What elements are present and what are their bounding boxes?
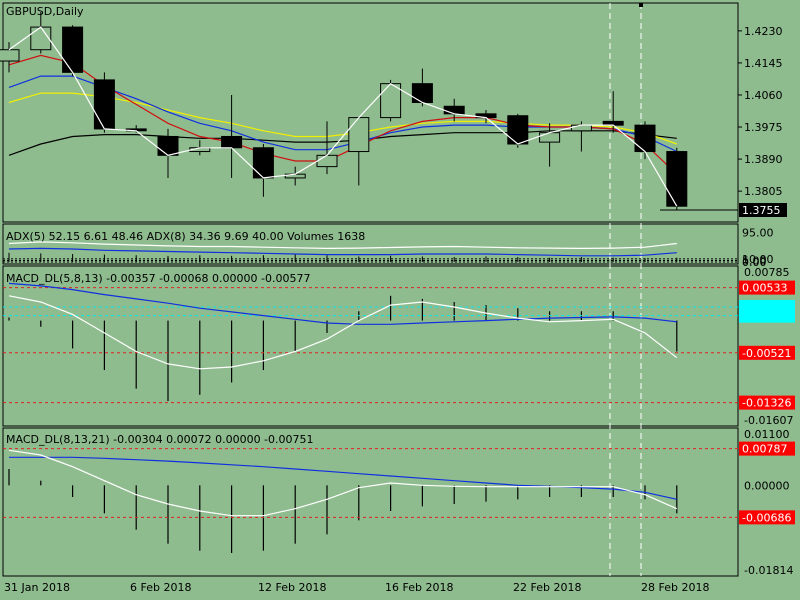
candle-body[interactable]	[666, 151, 688, 207]
x-tick-label: 16 Feb 2018	[385, 581, 453, 594]
macd-level-tag: 0.00787	[742, 443, 788, 456]
y-tick-label: 1.3890	[744, 153, 783, 166]
ma-yellow-line	[8, 92, 678, 145]
macd-level-tag: -0.00686	[742, 511, 791, 524]
candle-body[interactable]	[380, 83, 402, 119]
macd-level-tag: 0.00533	[742, 282, 788, 295]
macd-level-tag: -0.01326	[742, 397, 791, 410]
macd1-pane: 0.005330.002200.00080-0.00521-0.013260.0…	[3, 266, 795, 427]
y-tick-label: 1.4230	[744, 25, 783, 38]
price-pane: 1.4230 1.4145 1.4060 1.3975 1.3890 1.3805 1.37…	[0, 12, 787, 217]
current-price-tag: 1.3755	[742, 204, 781, 217]
ma-black-line	[8, 130, 677, 156]
x-axis: 31 Jan 2018 6 Feb 2018 12 Feb 2018 16 Fe…	[4, 581, 709, 594]
x-tick-label: 12 Feb 2018	[258, 581, 326, 594]
y-tick-label: 95.00	[742, 227, 774, 240]
candle-body[interactable]	[348, 117, 370, 153]
x-tick-label: 22 Feb 2018	[513, 581, 581, 594]
candle-body[interactable]	[316, 154, 338, 168]
macd1-pane-frame	[2, 265, 739, 427]
macd-level-tag-bg	[739, 308, 795, 323]
y-tick-label: 0.00	[742, 256, 767, 269]
candle-body[interactable]	[252, 147, 274, 179]
adx-pane-frame	[2, 223, 739, 265]
macd-level-tag-bg	[739, 441, 795, 456]
close-white-line	[8, 26, 678, 207]
candle-body[interactable]	[539, 132, 561, 143]
candle-body[interactable]	[0, 49, 20, 62]
y-tick-label: 0.00785	[744, 266, 790, 279]
adx-blue-line	[8, 247, 677, 257]
macd-level-tag: 0.00080	[742, 310, 788, 323]
marker-handle[interactable]	[639, 3, 643, 7]
candle-body[interactable]	[62, 26, 84, 73]
macd-level-tag-bg	[739, 395, 795, 410]
candle-body[interactable]	[443, 105, 465, 115]
candle-body[interactable]	[570, 124, 592, 132]
y-tick-label: 1.3805	[744, 185, 783, 198]
candle-body[interactable]	[507, 115, 529, 145]
adx-pane: 95.00 10.005.000.00	[3, 227, 774, 269]
macd-level-tag-bg	[739, 345, 795, 360]
candle-body[interactable]	[411, 83, 433, 104]
macd-main-line	[8, 295, 678, 370]
y-tick-label: 1.4060	[744, 89, 783, 102]
macd2-pane-frame	[2, 427, 739, 577]
current-price-tag-bg	[739, 203, 787, 217]
macd-signal-line	[8, 282, 677, 325]
adx-white-line	[8, 241, 677, 250]
x-tick-label: 6 Feb 2018	[130, 581, 191, 594]
candle-body[interactable]	[30, 26, 52, 51]
y-tick-label: 1.4145	[744, 57, 783, 70]
ma-red-line	[8, 54, 678, 175]
y-tick-label: -0.01814	[744, 564, 793, 577]
x-tick-label: 28 Feb 2018	[641, 581, 709, 594]
y-tick-label: 1.3975	[744, 121, 783, 134]
price-pane-title: GBPUSD,Daily	[6, 5, 84, 18]
candle-body[interactable]	[634, 124, 656, 153]
candle-body[interactable]	[221, 135, 243, 149]
macd-level-tag-bg	[739, 510, 795, 525]
adx-pane-title: ADX(5) 52.15 6.61 48.46 ADX(8) 34.36 9.6…	[6, 230, 365, 243]
price-pane-frame	[2, 2, 739, 223]
macd-main-line	[8, 449, 678, 517]
macd-level-tag: -0.00521	[742, 347, 791, 360]
y-tick-label: 0.01100	[744, 428, 790, 441]
macd1-pane-title: MACD_DL(5,8,13) -0.00357 -0.00068 0.0000…	[6, 272, 311, 285]
macd-level-tag-bg	[739, 280, 795, 295]
y-tick-label: 5.00	[742, 254, 767, 267]
x-tick-label: 31 Jan 2018	[4, 581, 70, 594]
candle-body[interactable]	[157, 135, 179, 156]
y-tick-label: 0.00000	[744, 479, 790, 492]
y-tick-label: 10.00	[742, 253, 774, 266]
y-tick-label: -0.01607	[744, 414, 793, 427]
macd2-pane: 0.00787 -0.00686 0.01100 0.00000 -0.01814	[3, 428, 795, 577]
macd2-pane-title: MACD_DL(8,13,21) -0.00304 0.00072 0.0000…	[6, 433, 314, 446]
candle-body[interactable]	[93, 79, 115, 130]
